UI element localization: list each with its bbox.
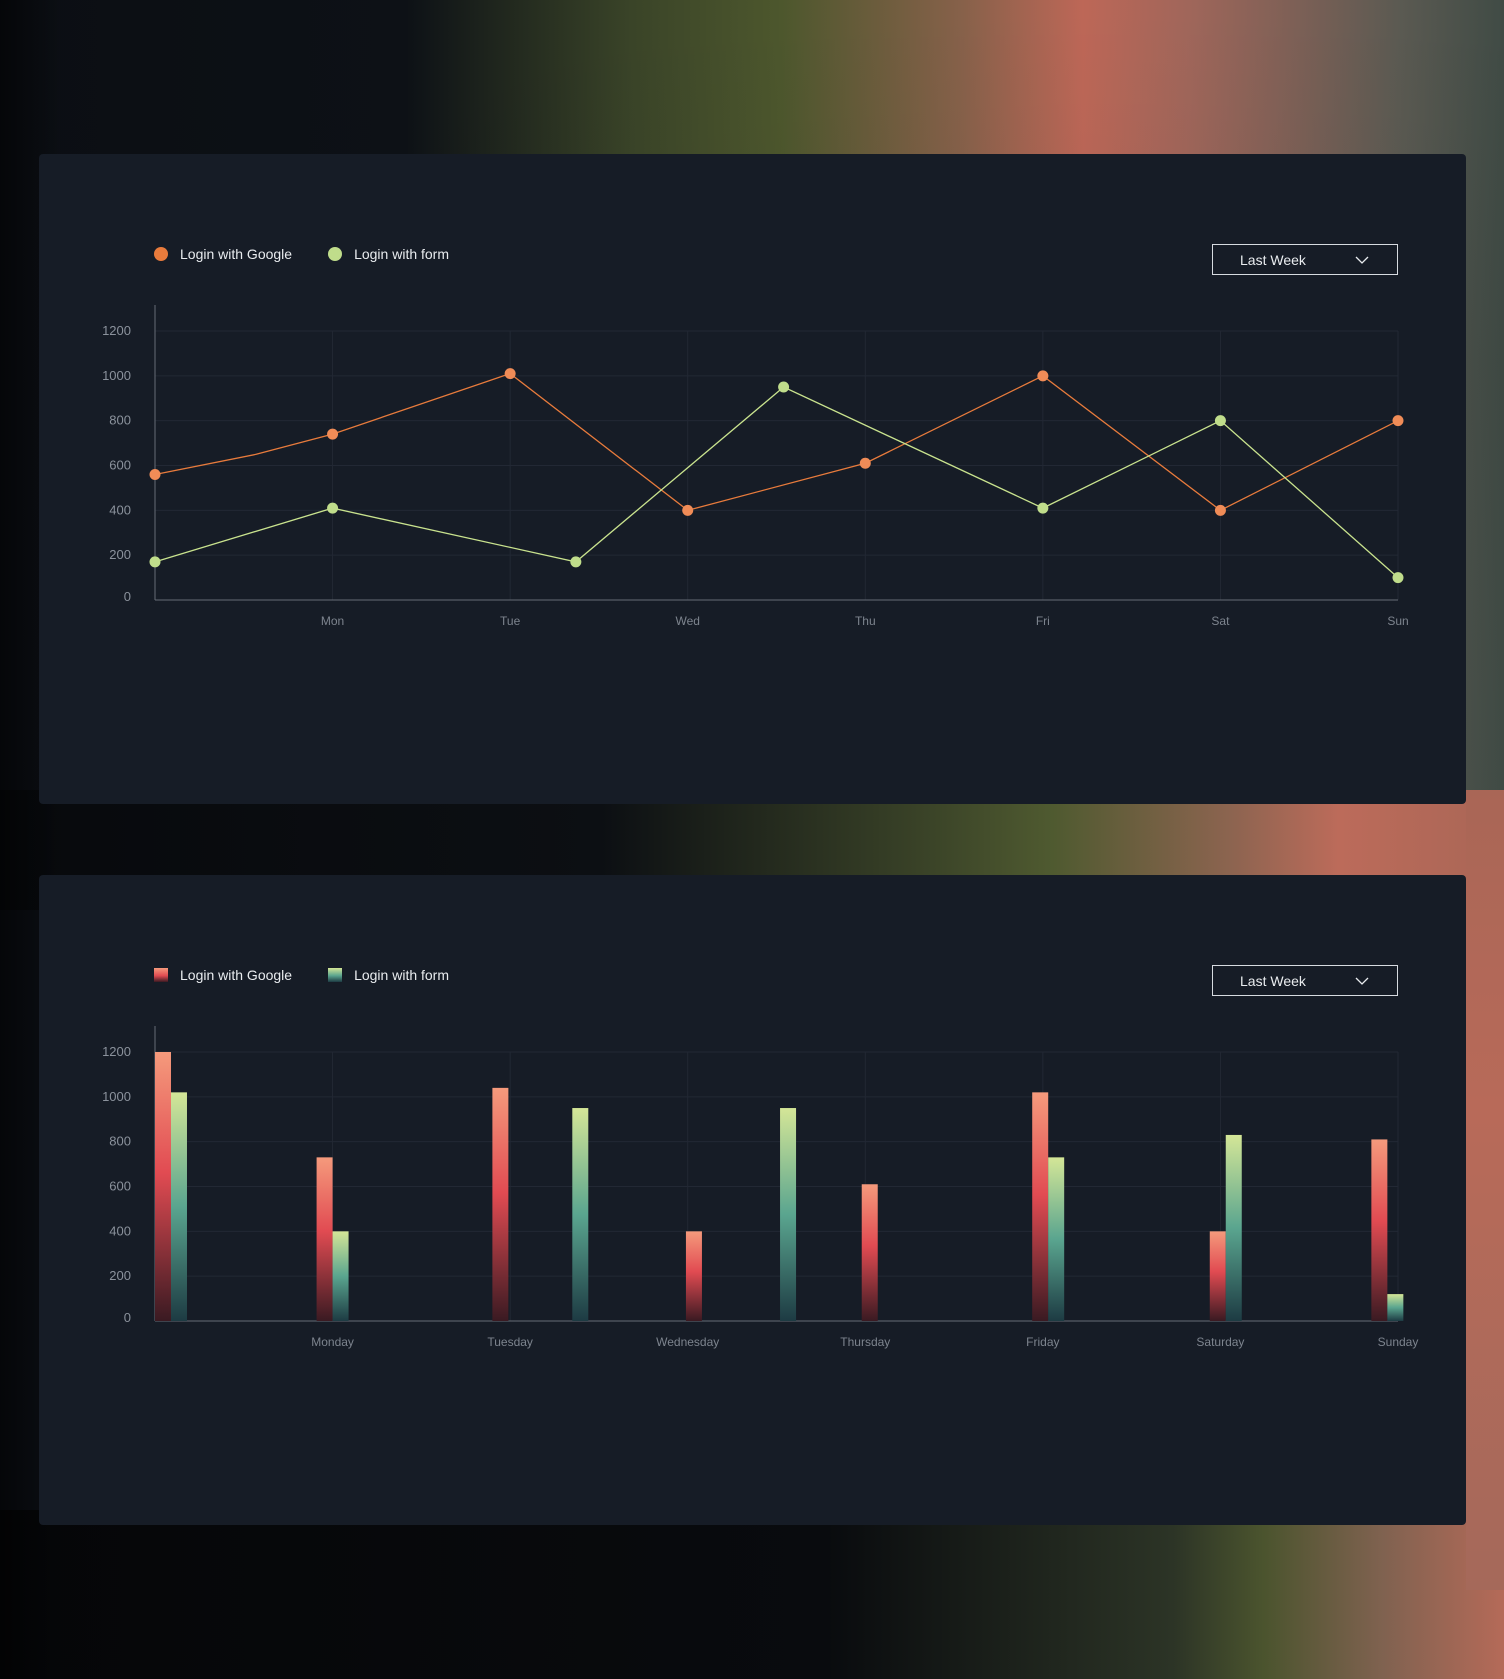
x-tick-label: Fri (1036, 614, 1050, 628)
data-point-form[interactable] (149, 556, 161, 568)
x-tick-label: Wed (675, 614, 699, 628)
x-tick-label: Wednesday (656, 1335, 719, 1349)
data-point-form[interactable] (778, 381, 790, 393)
period-select-value: Last Week (1240, 251, 1306, 268)
line-chart-legend: Login with Google Login with form (154, 244, 485, 264)
y-tick-label: 0 (124, 1310, 131, 1325)
x-tick-label: Thursday (840, 1335, 890, 1349)
period-select[interactable]: Last Week (1212, 244, 1398, 275)
data-point-google[interactable] (682, 504, 694, 516)
bar-google[interactable] (1032, 1092, 1049, 1321)
y-tick-label: 1200 (102, 323, 131, 338)
legend-label-form: Login with form (354, 967, 450, 983)
bar-google[interactable] (316, 1157, 333, 1321)
y-tick-label: 200 (109, 547, 131, 562)
series-line-google (154, 372, 1399, 512)
green-dot-icon (328, 247, 343, 261)
data-point-google[interactable] (327, 428, 339, 440)
chevron-down-icon (1355, 977, 1369, 985)
data-point-google[interactable] (859, 457, 871, 469)
bar-form[interactable] (170, 1092, 187, 1321)
x-tick-label: Monday (311, 1335, 354, 1349)
bar-form[interactable] (572, 1108, 589, 1321)
bar-google[interactable] (492, 1087, 509, 1321)
bar-google[interactable] (861, 1184, 878, 1321)
line-chart: 0 200 400 600 800 1000 1200 Mon Tue Wed Thu Fri Sat S… (102, 305, 1409, 628)
bar-form[interactable] (780, 1108, 797, 1321)
x-tick-label: Sat (1211, 614, 1230, 628)
bar-google[interactable] (1209, 1231, 1226, 1321)
period-select-value: Last Week (1240, 972, 1306, 989)
y-tick-label: 200 (109, 1268, 131, 1283)
red-gradient-square-icon (154, 968, 168, 982)
legend-item-google[interactable]: Login with Google (154, 246, 292, 262)
data-point-google[interactable] (1392, 415, 1404, 427)
bar-google[interactable] (1371, 1139, 1388, 1321)
bar-form[interactable] (1225, 1134, 1242, 1321)
x-tick-label: Sun (1387, 614, 1408, 628)
x-tick-label: Saturday (1196, 1335, 1244, 1349)
y-tick-label: 1200 (102, 1044, 131, 1059)
series-line-form (154, 386, 1399, 579)
y-tick-label: 800 (109, 1134, 131, 1149)
legend-label-form: Login with form (354, 246, 450, 262)
x-tick-label: Tue (500, 614, 521, 628)
data-point-form[interactable] (327, 502, 339, 514)
x-tick-label: Mon (321, 614, 344, 628)
y-tick-label: 400 (109, 502, 131, 517)
y-tick-label: 400 (109, 1223, 131, 1238)
legend-label-google: Login with Google (180, 246, 293, 262)
y-tick-label: 600 (109, 458, 131, 473)
bar-form[interactable] (1387, 1294, 1404, 1321)
data-point-form[interactable] (570, 556, 582, 568)
y-tick-label: 1000 (102, 368, 131, 383)
legend-label-google: Login with Google (180, 967, 293, 983)
bar-form[interactable] (332, 1231, 349, 1321)
data-point-google[interactable] (1037, 370, 1049, 382)
legend-item-google[interactable]: Login with Google (154, 967, 292, 983)
x-tick-label: Thu (855, 614, 876, 628)
period-select[interactable]: Last Week (1212, 965, 1398, 996)
y-tick-label: 600 (109, 1179, 131, 1194)
bar-chart: 0 200 400 600 800 1000 1200 Monday Tuesday Wednes… (102, 1026, 1419, 1349)
data-point-form[interactable] (1037, 502, 1049, 514)
bar-google[interactable] (685, 1231, 702, 1321)
bar-chart-panel: Login with Google Login with form Last W… (39, 875, 1466, 1525)
x-tick-label: Tuesday (487, 1335, 533, 1349)
orange-dot-icon (154, 247, 168, 261)
x-tick-label: Sunday (1378, 1335, 1419, 1349)
background-gradient-bottom (0, 1510, 1504, 1679)
background-gradient-right (1466, 790, 1504, 1590)
legend-item-form[interactable]: Login with form (328, 246, 449, 262)
y-tick-label: 800 (109, 413, 131, 428)
data-point-google[interactable] (149, 468, 161, 480)
line-chart-panel: Login with Google Login with form Last W… (39, 154, 1466, 804)
data-point-google[interactable] (504, 368, 516, 380)
data-point-form[interactable] (1214, 415, 1226, 427)
green-gradient-square-icon (328, 968, 343, 982)
chevron-down-icon (1355, 256, 1369, 264)
data-point-form[interactable] (1392, 572, 1404, 584)
bar-google[interactable] (155, 1052, 171, 1321)
legend-item-form[interactable]: Login with form (328, 967, 449, 983)
bar-chart-legend: Login with Google Login with form (154, 965, 485, 985)
y-tick-label: 1000 (102, 1089, 131, 1104)
x-tick-label: Friday (1026, 1335, 1059, 1349)
data-point-google[interactable] (1214, 504, 1226, 516)
bar-form[interactable] (1048, 1157, 1065, 1321)
y-tick-label: 0 (124, 589, 131, 604)
